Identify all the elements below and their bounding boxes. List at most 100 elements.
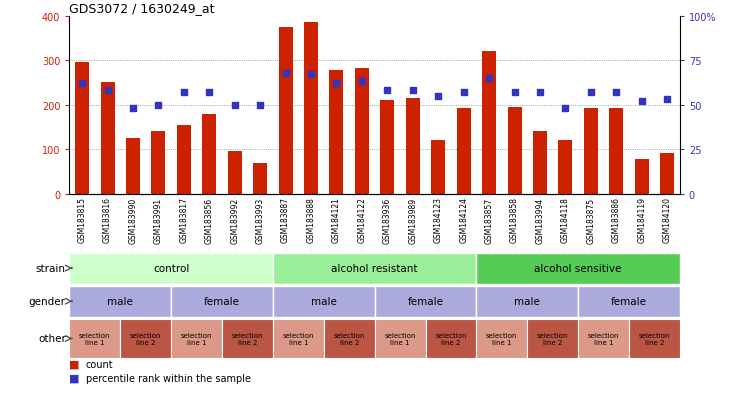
Text: male: male bbox=[311, 297, 337, 306]
Text: selection
line 2: selection line 2 bbox=[537, 332, 569, 345]
Text: selection
line 2: selection line 2 bbox=[639, 332, 670, 345]
Text: female: female bbox=[611, 297, 647, 306]
Bar bbox=[558, 141, 572, 194]
Bar bbox=[578, 286, 680, 317]
Bar bbox=[69, 286, 171, 317]
Point bbox=[483, 76, 495, 82]
Text: GSM184120: GSM184120 bbox=[662, 197, 672, 243]
Bar bbox=[635, 159, 648, 194]
Text: selection
line 1: selection line 1 bbox=[79, 332, 110, 345]
Bar bbox=[374, 286, 477, 317]
Bar bbox=[273, 253, 477, 284]
Bar bbox=[126, 139, 140, 194]
Point bbox=[76, 81, 88, 87]
Text: GSM183991: GSM183991 bbox=[154, 197, 163, 243]
Bar bbox=[477, 319, 527, 358]
Point bbox=[203, 90, 215, 96]
Bar bbox=[406, 99, 420, 194]
Point bbox=[585, 90, 596, 96]
Text: selection
line 2: selection line 2 bbox=[435, 332, 466, 345]
Text: GSM183856: GSM183856 bbox=[205, 197, 214, 243]
Bar bbox=[324, 319, 374, 358]
Text: ■: ■ bbox=[69, 358, 83, 369]
Bar bbox=[69, 319, 121, 358]
Text: control: control bbox=[153, 263, 189, 273]
Bar bbox=[457, 109, 471, 194]
Text: selection
line 1: selection line 1 bbox=[385, 332, 416, 345]
Text: selection
line 2: selection line 2 bbox=[333, 332, 365, 345]
Bar bbox=[222, 319, 273, 358]
Bar bbox=[527, 319, 578, 358]
Bar bbox=[660, 153, 674, 194]
Point bbox=[636, 98, 648, 105]
Bar bbox=[177, 125, 191, 194]
Bar bbox=[101, 83, 115, 194]
Point bbox=[407, 88, 419, 95]
Text: selection
line 2: selection line 2 bbox=[232, 332, 263, 345]
Bar bbox=[151, 132, 165, 194]
Point bbox=[559, 106, 571, 112]
Text: count: count bbox=[86, 358, 113, 369]
Bar bbox=[228, 152, 242, 194]
Bar bbox=[273, 319, 324, 358]
Bar bbox=[380, 101, 394, 194]
Text: GSM183992: GSM183992 bbox=[230, 197, 239, 243]
Point bbox=[432, 93, 444, 100]
Bar bbox=[507, 107, 521, 194]
Text: alcohol resistant: alcohol resistant bbox=[331, 263, 418, 273]
Text: other: other bbox=[38, 334, 66, 344]
Text: GSM183993: GSM183993 bbox=[256, 197, 265, 243]
Text: GSM183990: GSM183990 bbox=[129, 197, 137, 243]
Text: male: male bbox=[515, 297, 540, 306]
Text: GSM183888: GSM183888 bbox=[306, 197, 316, 243]
Text: GSM183815: GSM183815 bbox=[77, 197, 87, 243]
Text: male: male bbox=[107, 297, 133, 306]
Point bbox=[610, 90, 622, 96]
Bar bbox=[629, 319, 680, 358]
Text: alcohol sensitive: alcohol sensitive bbox=[534, 263, 622, 273]
Text: GSM184119: GSM184119 bbox=[637, 197, 646, 243]
Bar bbox=[304, 23, 318, 194]
Text: GSM184123: GSM184123 bbox=[433, 197, 443, 243]
Bar bbox=[273, 286, 374, 317]
Point bbox=[662, 97, 673, 103]
Text: GSM183887: GSM183887 bbox=[281, 197, 290, 243]
Text: GSM183817: GSM183817 bbox=[179, 197, 189, 243]
Text: selection
line 1: selection line 1 bbox=[283, 332, 314, 345]
Bar bbox=[355, 69, 369, 194]
Text: selection
line 1: selection line 1 bbox=[588, 332, 619, 345]
Text: GSM183886: GSM183886 bbox=[612, 197, 621, 243]
Bar bbox=[121, 319, 171, 358]
Bar bbox=[69, 253, 273, 284]
Bar bbox=[171, 319, 222, 358]
Point bbox=[127, 106, 139, 112]
Text: female: female bbox=[407, 297, 444, 306]
Text: GSM183994: GSM183994 bbox=[535, 197, 545, 243]
Text: GSM184122: GSM184122 bbox=[357, 197, 366, 243]
Bar bbox=[482, 52, 496, 194]
Bar bbox=[477, 286, 578, 317]
Point bbox=[178, 90, 190, 96]
Bar bbox=[584, 109, 598, 194]
Text: selection
line 2: selection line 2 bbox=[130, 332, 162, 345]
Text: selection
line 1: selection line 1 bbox=[486, 332, 518, 345]
Bar bbox=[431, 141, 445, 194]
Text: GSM184124: GSM184124 bbox=[459, 197, 468, 243]
Text: GSM183989: GSM183989 bbox=[409, 197, 417, 243]
Bar bbox=[425, 319, 477, 358]
Text: strain: strain bbox=[36, 263, 66, 273]
Point bbox=[229, 102, 240, 109]
Point bbox=[509, 90, 520, 96]
Text: GSM184121: GSM184121 bbox=[332, 197, 341, 243]
Bar bbox=[75, 63, 89, 194]
Text: GSM183875: GSM183875 bbox=[586, 197, 595, 243]
Point bbox=[102, 88, 113, 95]
Text: gender: gender bbox=[29, 297, 66, 306]
Point bbox=[254, 102, 266, 109]
Point bbox=[356, 79, 368, 85]
Bar bbox=[609, 109, 624, 194]
Point bbox=[153, 102, 164, 109]
Text: female: female bbox=[204, 297, 240, 306]
Text: ■: ■ bbox=[69, 373, 83, 383]
Text: GSM183816: GSM183816 bbox=[103, 197, 112, 243]
